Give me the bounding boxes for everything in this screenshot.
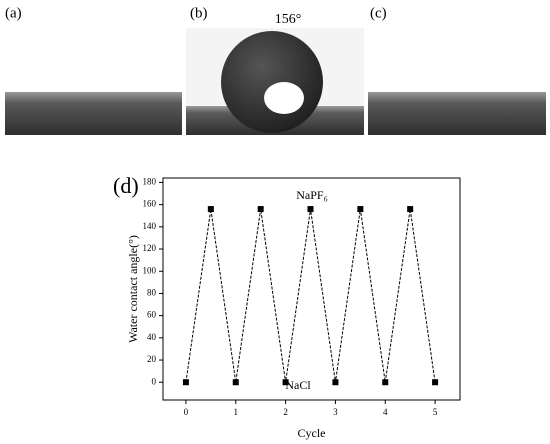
x-tick-label: 3 — [333, 407, 338, 417]
panel-label: (b) — [190, 5, 208, 21]
photo-c — [368, 92, 546, 135]
y-tick-label: 160 — [143, 199, 157, 209]
y-tick-label: 60 — [147, 310, 157, 320]
x-axis-label: Cycle — [298, 426, 326, 440]
panel-label: (d) — [113, 173, 139, 198]
droplet-highlight — [264, 82, 304, 114]
chart: 0 20 40 60 80 100 120 140 160 180 0 1 2 3 4 5 Cycle Water… — [126, 177, 461, 440]
y-axis-label: Water contact angle(°) — [126, 235, 140, 343]
marker — [332, 379, 339, 386]
y-tick-label: 80 — [147, 288, 157, 298]
panel-label: (c) — [370, 5, 387, 21]
marker — [232, 379, 239, 386]
marker — [382, 379, 389, 386]
marker — [207, 206, 214, 213]
x-tick-label: 5 — [433, 407, 438, 417]
marker — [182, 379, 189, 386]
x-tick-label: 4 — [383, 407, 388, 417]
y-tick-label: 40 — [147, 332, 157, 342]
marker — [307, 206, 314, 213]
angle-annotation: 156° — [275, 12, 302, 27]
x-tick-label: 1 — [234, 407, 239, 417]
x-tick-label: 2 — [283, 407, 288, 417]
photo-a — [5, 92, 182, 135]
marker — [407, 206, 414, 213]
marker — [257, 206, 264, 213]
y-tick-label: 100 — [143, 265, 157, 275]
y-tick-label: 120 — [143, 243, 157, 253]
annotation: NaPF₆ — [296, 188, 328, 202]
series-line — [185, 209, 436, 383]
marker — [432, 379, 439, 386]
y-tick-label: 0 — [152, 376, 157, 386]
droplet — [221, 31, 323, 133]
y-tick-label: 20 — [147, 354, 157, 364]
plot-frame — [162, 177, 461, 401]
marker — [282, 379, 289, 386]
y-tick-label: 140 — [143, 221, 157, 231]
panel-label: (a) — [5, 5, 22, 21]
annotation: NaCl — [285, 378, 311, 392]
x-tick-label: 0 — [184, 407, 189, 417]
y-tick-label: 180 — [143, 177, 157, 187]
marker — [357, 206, 364, 213]
